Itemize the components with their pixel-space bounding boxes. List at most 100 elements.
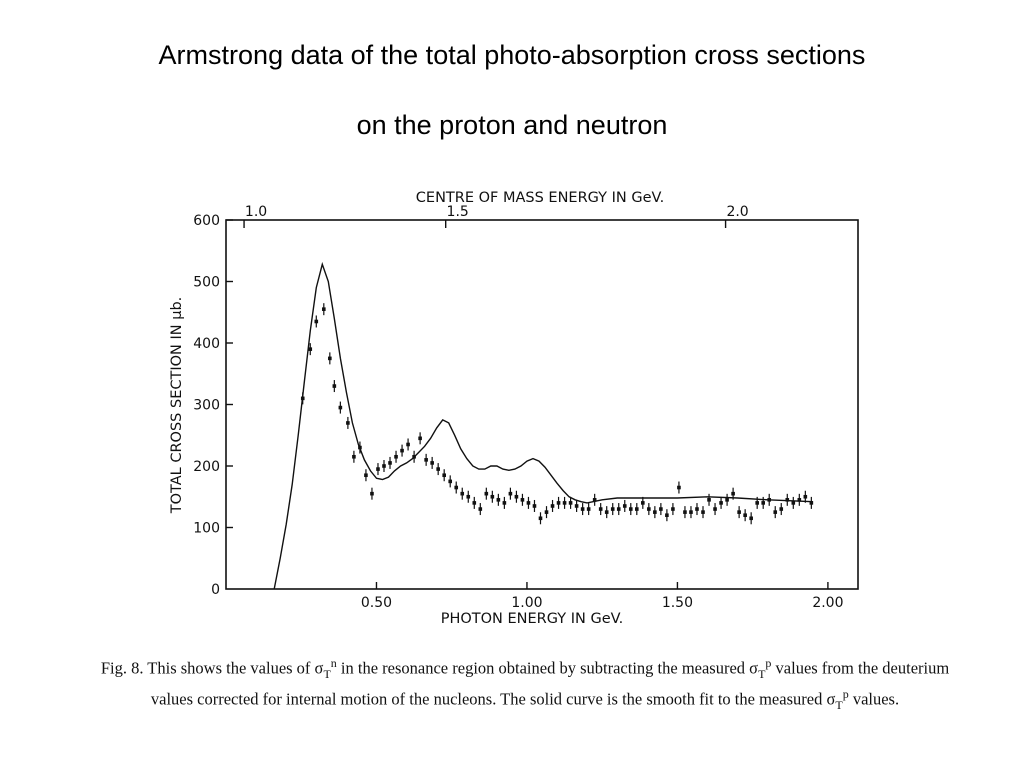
point-marker [616, 507, 621, 511]
data-point [701, 506, 705, 519]
data-point [562, 496, 567, 509]
point-marker [767, 498, 772, 502]
y-tick-label: 200 [193, 459, 220, 475]
data-point [514, 490, 519, 503]
axes-layer: 0 100 200 300 400 500 600 0.50 1.00 1.50 2.00 1.0 1.… [193, 204, 843, 611]
point-marker [364, 473, 368, 478]
data-point [743, 509, 747, 522]
point-marker [496, 498, 501, 502]
point-marker [773, 510, 778, 514]
point-marker [484, 491, 489, 496]
data-point [641, 496, 645, 509]
point-marker [677, 485, 681, 490]
data-point [418, 432, 422, 445]
x-tick-label: 0.50 [361, 595, 392, 611]
point-marker [641, 501, 645, 505]
point-marker [328, 356, 332, 361]
top-tick-label: 1.0 [245, 204, 267, 220]
point-marker [358, 445, 362, 450]
top-tick-label: 1.5 [447, 204, 469, 220]
data-point [677, 481, 681, 494]
data-point [689, 506, 693, 519]
caption-sup-p1: p [765, 656, 772, 670]
point-marker [671, 507, 675, 511]
caption-text-c: values from the deuterium values correct… [150, 658, 950, 709]
point-marker [430, 461, 434, 465]
caption-text-d: values. [852, 689, 900, 709]
x-axis-label: PHOTON ENERGY IN GeV. [441, 611, 624, 627]
point-marker [400, 448, 404, 453]
point-marker [737, 510, 741, 514]
point-marker [622, 504, 627, 508]
point-marker [803, 494, 808, 499]
point-marker [370, 491, 374, 496]
data-point [628, 503, 633, 516]
point-marker [725, 498, 729, 502]
top-tick-label: 2.0 [726, 204, 748, 220]
data-point [580, 503, 585, 516]
point-marker [376, 467, 380, 471]
point-marker [478, 507, 483, 511]
data-point [761, 496, 765, 509]
point-marker [683, 510, 687, 514]
point-marker [490, 494, 495, 499]
point-marker [568, 501, 573, 505]
x-tick-label: 2.00 [812, 595, 843, 611]
point-marker [779, 507, 784, 511]
point-marker [394, 454, 398, 459]
data-point [653, 506, 657, 519]
data-point [466, 490, 471, 503]
data-point [328, 352, 332, 365]
data-point [809, 496, 814, 509]
data-point [400, 444, 404, 457]
caption-text-a: This shows the values of σ [147, 658, 324, 678]
data-point [538, 512, 543, 525]
data-point [364, 469, 368, 482]
data-point [574, 499, 579, 512]
data-point [332, 380, 337, 393]
top-axis-label: CENTRE OF MASS ENERGY IN GeV. [416, 190, 664, 206]
point-marker [659, 507, 663, 511]
y-tick-label: 500 [193, 275, 220, 291]
data-point [442, 469, 446, 482]
data-point [767, 493, 772, 506]
data-point [478, 503, 483, 516]
point-marker [604, 510, 609, 514]
point-marker [610, 507, 615, 511]
data-point [797, 493, 802, 506]
point-marker [695, 507, 699, 511]
data-point [508, 487, 513, 500]
data-point [338, 401, 343, 414]
caption-sub-t2: T [758, 666, 766, 681]
point-marker [797, 498, 802, 502]
data-point [779, 503, 784, 516]
data-point [622, 499, 627, 512]
data-point [448, 475, 453, 488]
data-point [737, 506, 741, 519]
data-point [532, 499, 537, 512]
data-point [556, 496, 561, 509]
data-point [707, 493, 711, 506]
point-marker [314, 319, 319, 324]
data-point [346, 416, 350, 429]
point-marker [300, 396, 305, 401]
caption-sub-t3: T [835, 697, 843, 712]
data-point [406, 438, 410, 451]
point-marker [424, 458, 428, 462]
point-marker [598, 507, 603, 511]
point-marker [550, 504, 555, 508]
data-point [610, 503, 615, 516]
point-marker [502, 501, 507, 505]
data-point [502, 496, 507, 509]
point-marker [532, 504, 537, 508]
point-marker [406, 442, 410, 447]
data-point [352, 450, 356, 463]
point-marker [448, 479, 453, 484]
data-point [376, 463, 380, 476]
data-point [719, 496, 723, 509]
data-point [671, 503, 675, 516]
point-marker [580, 507, 585, 511]
data-point [659, 503, 663, 516]
point-marker [755, 501, 759, 505]
